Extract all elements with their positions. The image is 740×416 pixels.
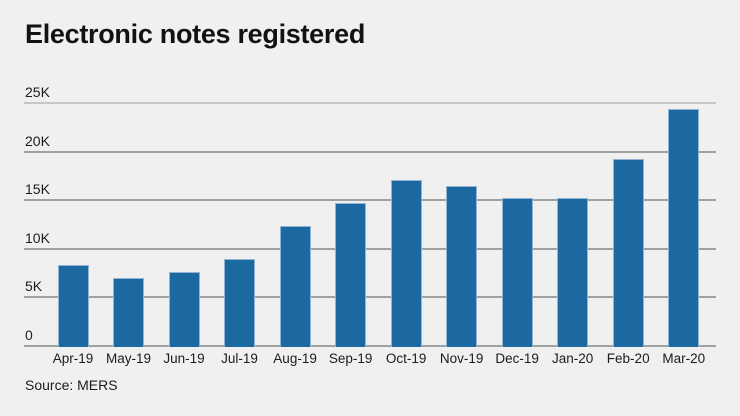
- bar-mar-20: [668, 108, 700, 347]
- bar-oct-19: [390, 179, 422, 347]
- x-axis-tick-label: Jan-20: [552, 351, 594, 366]
- bar-sep-19: [335, 203, 367, 347]
- bar-jul-19: [224, 258, 256, 347]
- x-axis-tick-label: Jun-19: [163, 351, 205, 366]
- y-axis-tick-label: 5K: [25, 278, 43, 295]
- gridline-10k: [24, 247, 716, 250]
- x-axis-tick-label: Nov-19: [439, 351, 484, 366]
- gridline-20k: [24, 150, 716, 153]
- y-axis-tick-label: 10K: [25, 229, 50, 246]
- x-axis-tick-label: May-19: [106, 351, 152, 366]
- bar-jun-19: [168, 272, 200, 347]
- x-axis-tick-label: Jul-19: [221, 351, 258, 366]
- y-axis-tick-label: 15K: [25, 181, 50, 198]
- bar-jan-20: [557, 198, 589, 347]
- x-axis-tick-label: Oct-19: [385, 351, 427, 366]
- bar-feb-20: [612, 159, 644, 347]
- x-axis-tick-label: Dec-19: [495, 351, 539, 366]
- x-axis-tick-label: Feb-20: [606, 351, 650, 366]
- source-label: Source: MERS: [25, 377, 118, 393]
- bar-dec-19: [501, 198, 533, 347]
- chart-title: Electronic notes registered: [25, 19, 366, 49]
- y-axis-tick-label: 0: [25, 327, 33, 343]
- gridline-5k: [24, 296, 716, 299]
- gridline-25k: [24, 102, 716, 104]
- x-axis-tick-label: Sep-19: [328, 351, 373, 366]
- gridline-0: [24, 345, 716, 347]
- x-axis-tick-label: Aug-19: [273, 351, 317, 366]
- bar-may-19: [113, 277, 145, 347]
- y-axis-tick-label: 20K: [25, 132, 50, 149]
- bar-aug-19: [279, 226, 311, 347]
- bar-apr-19: [57, 265, 89, 347]
- bar-nov-19: [446, 185, 478, 347]
- y-axis-tick-label: 25K: [25, 84, 50, 100]
- gridline-15k: [24, 199, 716, 202]
- x-axis-tick-label: Apr-19: [52, 351, 94, 366]
- x-axis-tick-label: Mar-20: [662, 351, 706, 366]
